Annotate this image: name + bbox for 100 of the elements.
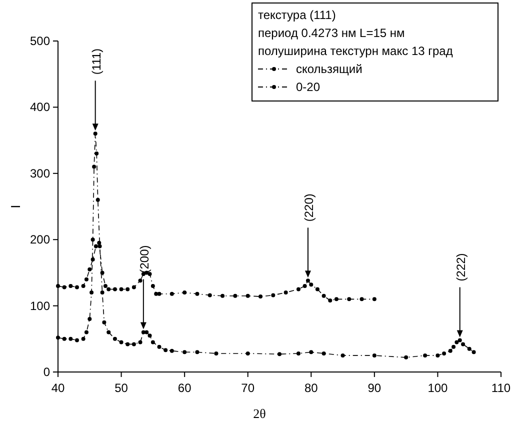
point [138,340,142,344]
point [56,284,60,288]
point [296,287,300,292]
point [88,267,92,272]
y-tick-label: 400 [30,100,50,114]
point [81,284,86,288]
y-tick-label: 0 [43,365,50,379]
point [458,338,462,342]
point [182,350,187,354]
point [94,152,99,156]
point [112,336,117,341]
point [195,292,200,296]
point [182,290,187,295]
point [322,351,326,356]
x-tick-label: 100 [428,381,448,395]
point [246,294,250,298]
point [284,290,288,295]
point [68,284,73,288]
legend-label: скользящий [296,62,362,76]
point [423,353,428,358]
point [90,238,95,242]
point [93,132,98,136]
point [258,294,263,299]
point [461,342,466,346]
point [81,336,86,341]
point [150,284,155,288]
point [442,351,446,356]
x-tick-label: 110 [491,381,511,395]
point [126,342,130,346]
point [106,287,111,292]
point [448,348,452,353]
x-tick-label: 60 [178,381,192,395]
y-tick-label: 200 [30,232,50,247]
point [132,342,136,346]
x-tick-label: 90 [368,381,382,395]
point [106,330,111,334]
point [347,297,352,302]
text: период 0.4273 нм L=15 нм [258,26,405,40]
point [62,285,66,290]
y-axis-title: I [8,204,23,208]
x-tick-label: 70 [241,381,255,395]
point [102,320,106,324]
y-tick-label: 100 [30,298,50,313]
annotation: (220) [302,194,316,222]
point [296,351,300,356]
point [100,290,104,295]
point [340,353,345,358]
legend-title: текстура (111) [258,8,336,22]
point [208,293,212,298]
point [170,292,174,296]
point [372,297,376,302]
point [170,348,174,353]
annotation: полуширина текстурн макс 13 град [258,44,453,58]
point [90,257,95,262]
point [144,330,149,334]
x-tick-label: 50 [114,381,128,395]
point [472,350,476,354]
point [195,350,200,354]
point [56,336,60,340]
point [132,285,136,290]
point [360,297,364,302]
x-tick-label: 80 [304,381,318,395]
annotation: (200) [137,245,152,274]
point [309,282,314,287]
point [126,287,130,292]
point [100,270,104,275]
point [148,334,152,338]
point [302,284,307,288]
point [315,287,320,292]
point [88,317,92,322]
point [157,344,162,349]
point [148,272,152,276]
point [164,348,168,352]
point [306,278,310,283]
x-axis-title: 2θ [253,406,266,421]
point [74,285,79,290]
point [150,340,155,344]
point [271,293,276,298]
point [452,344,456,349]
point [92,164,96,169]
point [404,355,408,360]
point [309,350,314,354]
point [322,294,326,298]
point [103,284,108,288]
point [84,277,88,282]
legend-label: 0-20 [296,80,320,94]
point [246,351,250,356]
point [84,330,88,334]
point [214,351,218,356]
point [454,340,459,344]
annotation: (111) [89,48,104,75]
point [157,292,162,296]
point [98,244,102,248]
point [278,352,282,356]
y-tick-label: 300 [30,166,50,180]
point [119,287,124,292]
point [74,338,79,342]
point [62,336,66,341]
y-tick-label: 500 [30,34,50,48]
point [138,278,142,283]
